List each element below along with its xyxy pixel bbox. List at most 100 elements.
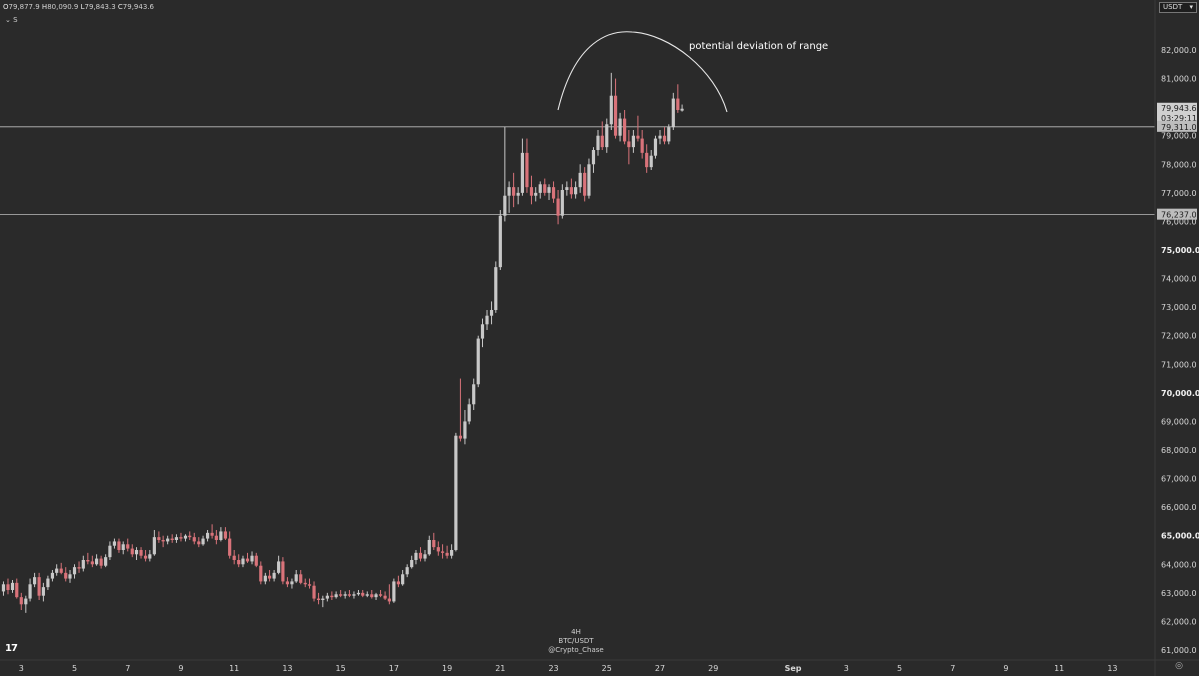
- candle-body: [219, 531, 223, 540]
- candle-body: [551, 187, 556, 199]
- candle-body: [440, 551, 445, 553]
- candle-body: [596, 135, 600, 150]
- candle-body: [578, 172, 582, 188]
- candle: [219, 527, 223, 542]
- price-tick-label: 79,000.0: [1161, 132, 1197, 141]
- candle: [90, 555, 94, 568]
- candle-body: [613, 95, 618, 136]
- candle: [653, 135, 658, 159]
- candle-body: [591, 150, 596, 165]
- candle-body: [680, 108, 684, 111]
- level-price-label: 76,237.0: [1161, 211, 1197, 220]
- candle: [423, 550, 427, 562]
- candle-body: [498, 215, 502, 268]
- candle-body: [223, 531, 228, 539]
- candle: [130, 544, 134, 558]
- candle: [6, 578, 10, 595]
- candle: [450, 544, 454, 559]
- candle-body: [653, 138, 658, 156]
- price-tick-label: 63,000.0: [1161, 589, 1197, 598]
- annotation-layer: potential deviation of range: [557, 31, 828, 113]
- candle: [33, 572, 37, 588]
- candle-body: [254, 555, 258, 566]
- candle-body: [445, 552, 449, 556]
- candle: [494, 261, 498, 313]
- time-axis[interactable]: 3 5 7 9 11 13 15 17 19 21 23 25 27 29 Sep 3 5 7 9 11 13: [0, 659, 1199, 673]
- candle-body: [418, 552, 423, 559]
- candle: [569, 178, 573, 199]
- candle: [148, 550, 152, 562]
- candle-body: [560, 190, 564, 216]
- candle: [77, 561, 81, 573]
- time-tick-label: 7: [125, 664, 130, 673]
- candle-body: [10, 582, 15, 590]
- candle: [183, 534, 188, 542]
- candle-body: [401, 574, 405, 585]
- candle: [596, 130, 600, 156]
- candle-body: [277, 561, 281, 573]
- candle-body: [472, 384, 476, 405]
- candle: [636, 115, 640, 142]
- price-axis[interactable]: 82,000.081,000.080,000.079,000.078,000.0…: [1154, 0, 1199, 676]
- candle: [15, 578, 19, 599]
- candle-body: [356, 592, 361, 595]
- candle-body: [485, 315, 489, 325]
- candle-body: [307, 584, 312, 586]
- candle: [609, 72, 613, 130]
- candle-body: [649, 155, 653, 168]
- candle: [534, 187, 538, 202]
- settings-icon[interactable]: ◎: [1175, 661, 1183, 671]
- candle-body: [378, 594, 383, 596]
- candle: [551, 181, 556, 203]
- candle-body: [205, 532, 210, 539]
- candle-body: [534, 192, 538, 196]
- candle: [472, 378, 476, 410]
- candle: [339, 590, 343, 598]
- candle: [86, 552, 90, 565]
- candle-body: [321, 598, 325, 600]
- candle-body: [126, 544, 130, 549]
- candle-body: [259, 565, 263, 582]
- candle-body: [516, 192, 520, 196]
- candle-body: [414, 552, 418, 560]
- candle: [121, 541, 125, 555]
- watermark-interval: 4H: [571, 628, 581, 636]
- time-tick-label: 5: [72, 664, 77, 673]
- candle-body: [423, 554, 427, 559]
- candle: [303, 578, 307, 588]
- candle: [1, 581, 6, 596]
- indicator-visibility-toggle[interactable]: ⌄ S: [5, 16, 18, 24]
- time-tick-label: Sep: [785, 664, 802, 673]
- candle: [649, 150, 653, 170]
- candle: [232, 550, 236, 565]
- quote-currency-selector[interactable]: USDT ▾: [1159, 2, 1197, 13]
- candle-body: [574, 187, 578, 195]
- candle-body: [343, 594, 347, 596]
- candle: [126, 538, 130, 552]
- candle-body: [662, 135, 667, 142]
- candle: [347, 590, 352, 598]
- candle-body: [104, 557, 108, 566]
- candle: [223, 527, 228, 540]
- candle-body: [250, 555, 254, 562]
- candle: [152, 530, 156, 556]
- candle: [104, 554, 108, 568]
- candle: [454, 432, 458, 552]
- candle: [512, 172, 516, 208]
- candle-body: [148, 554, 152, 559]
- candle: [671, 92, 675, 130]
- candle: [272, 570, 276, 582]
- candle: [117, 538, 121, 553]
- candle: [214, 530, 218, 545]
- candle: [605, 118, 609, 153]
- candle: [24, 595, 28, 613]
- candle-body: [476, 338, 480, 385]
- candle: [143, 550, 148, 562]
- candle: [59, 562, 63, 575]
- time-tick-label: 9: [178, 664, 183, 673]
- candle-body: [525, 152, 529, 188]
- candle-body: [569, 187, 573, 195]
- candle: [192, 532, 196, 545]
- watermark-author: @Crypto_Chase: [548, 646, 604, 654]
